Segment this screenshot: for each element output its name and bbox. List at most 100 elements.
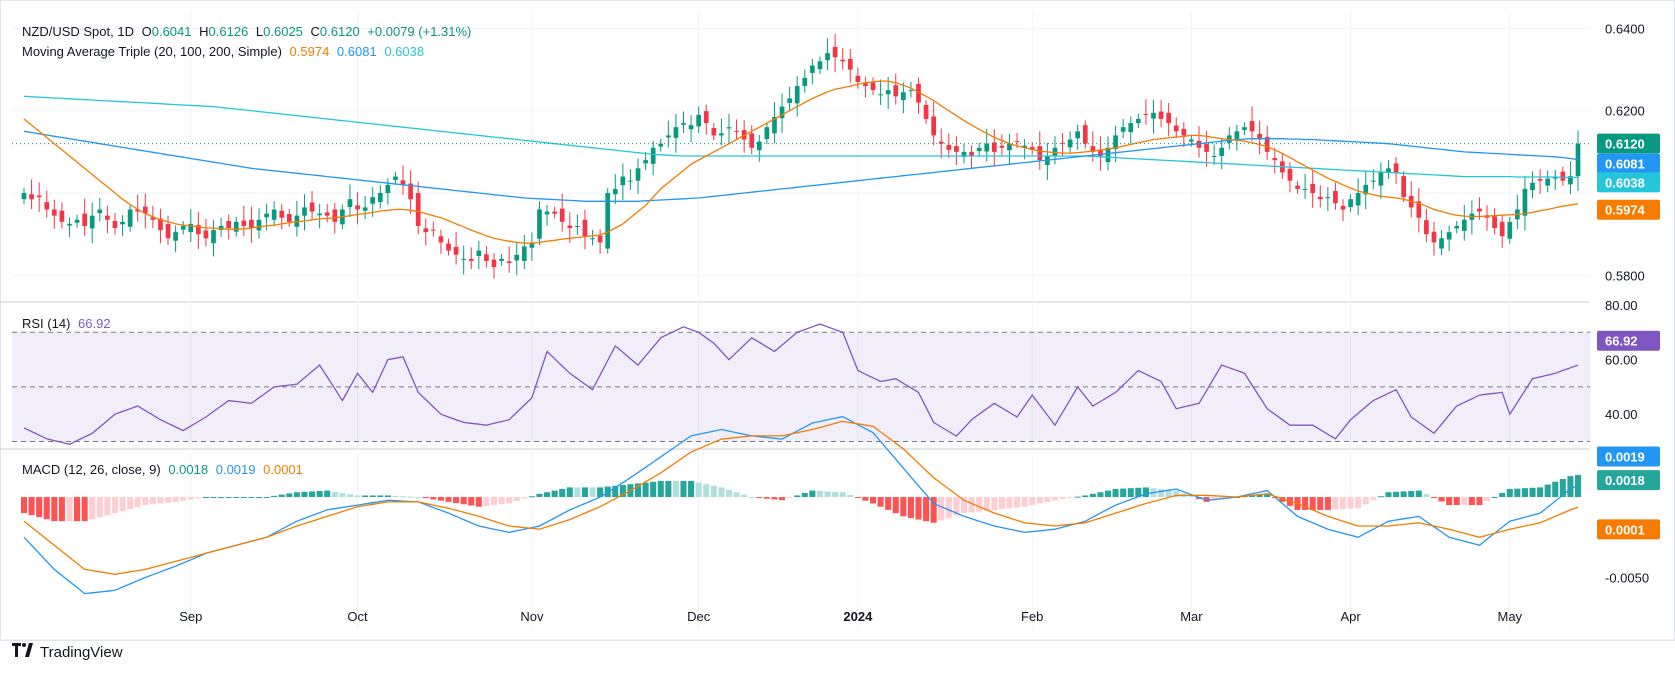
candle [1234,124,1240,151]
candle-body [787,98,792,103]
candle-body [954,146,959,152]
macd-histogram-bar [1279,497,1286,502]
macd-legend[interactable]: MACD (12, 26, close, 9) 0.0018 0.0019 0.… [22,462,307,477]
candle-body [82,213,87,226]
price-tick-label: 0.5800 [1605,268,1645,283]
candle [900,82,906,114]
macd-histogram-bar [233,497,240,499]
candle [400,165,406,195]
candle-body [370,197,376,204]
candle [484,246,489,268]
candle-body [794,86,800,104]
candle [1317,185,1323,208]
candle [1098,136,1103,171]
candle-body [1135,118,1141,124]
macd-histogram-bar [415,497,422,499]
candle [302,194,307,231]
macd-histogram-bar [1567,476,1574,498]
rsi-value-tag-text: 66.92 [1605,334,1638,349]
candle-body [673,127,679,138]
ma20-value: 0.5974 [289,44,330,59]
macd-histogram-bar [1521,488,1528,498]
candle [521,234,527,270]
candle [991,129,997,167]
macd-value-tag: 0.0019 [1597,446,1660,467]
macd-histogram-bar [331,491,338,498]
candle [870,77,876,96]
candle-body [1060,142,1065,144]
candle-body [120,221,125,225]
candle [1355,178,1361,216]
candle [203,218,209,247]
candle [165,215,171,245]
candle [309,190,315,220]
x-axis-label: Feb [1021,609,1043,624]
candle-body [173,232,178,241]
candle [1196,125,1202,158]
macd-histogram-bar [1385,492,1392,498]
candle-body [605,193,611,249]
candle [1113,125,1118,163]
candle-body [1355,193,1361,206]
axes: 0.6400 0.6200 0.5800 80.00 60.00 40.00 -0.0050… [179,21,1660,624]
candle-body [1424,220,1429,235]
rsi-legend[interactable]: RSI (14) 66.92 [22,316,115,331]
candle-body [734,130,739,132]
ma-legend[interactable]: Moving Average Triple (20, 100, 200, Sim… [22,44,428,59]
candle-body [1333,190,1338,204]
macd-histogram-bar [521,497,528,499]
macd-histogram-bar [475,497,482,507]
macd-histogram-bar [172,497,179,502]
macd-histogram-bar [119,497,126,512]
macd-histogram-bar [1453,497,1460,506]
symbol-legend[interactable]: NZD/USD Spot, 1D O0.6041 H0.6126 L0.6025… [22,24,475,39]
candle-body [400,180,406,185]
candle [635,158,641,194]
candle-body [430,229,436,231]
candle [946,133,952,159]
candle-body [1575,143,1581,177]
last-price-tag: 0.6120 [1597,133,1660,154]
macd-histogram-bar [43,497,50,520]
macd-histogram-bar [1537,487,1544,498]
candle-body [1204,144,1209,152]
tradingview-brand[interactable]: TradingView [12,643,123,662]
macd-histogram-bar [1104,490,1112,498]
candle-body [878,94,883,96]
ma200-line [23,95,1578,179]
candle-body [916,84,921,103]
candle [923,100,929,124]
macd-histogram-bar [1112,489,1119,498]
candle-body [696,114,702,127]
candle [1181,122,1187,147]
x-axis-label: May [1497,609,1522,624]
brand-name: TradingView [40,644,123,661]
macd-signal-value: 0.0001 [263,462,303,477]
rsi-pane[interactable] [12,323,1590,445]
price-pane[interactable] [12,33,1589,279]
candle-body [142,206,148,214]
candle-body [309,202,315,212]
change-value: +0.0079 (+1.31%) [367,24,472,39]
macd-histogram-bar [422,497,429,499]
macd-histogram-bar [945,497,952,518]
candle [605,188,611,254]
macd-histogram-bar [392,495,399,498]
candle [658,138,664,152]
candle [1158,100,1164,128]
candle [1408,181,1414,218]
macd-histogram-bar [1393,491,1400,498]
candle [294,200,300,237]
macd-hist-tag-text: 0.0018 [1605,473,1645,488]
candle-body [1401,176,1406,198]
candle-body [67,223,72,226]
candle-body [241,220,247,226]
candle [97,197,103,222]
macd-histogram-bar [1014,497,1021,508]
macd-histogram-bar [111,497,118,514]
candle-body [1416,201,1422,218]
candle-body [1151,112,1156,119]
macd-pane[interactable] [20,415,1582,595]
macd-histogram-bar [657,480,664,498]
macd-histogram-bar [581,487,588,498]
